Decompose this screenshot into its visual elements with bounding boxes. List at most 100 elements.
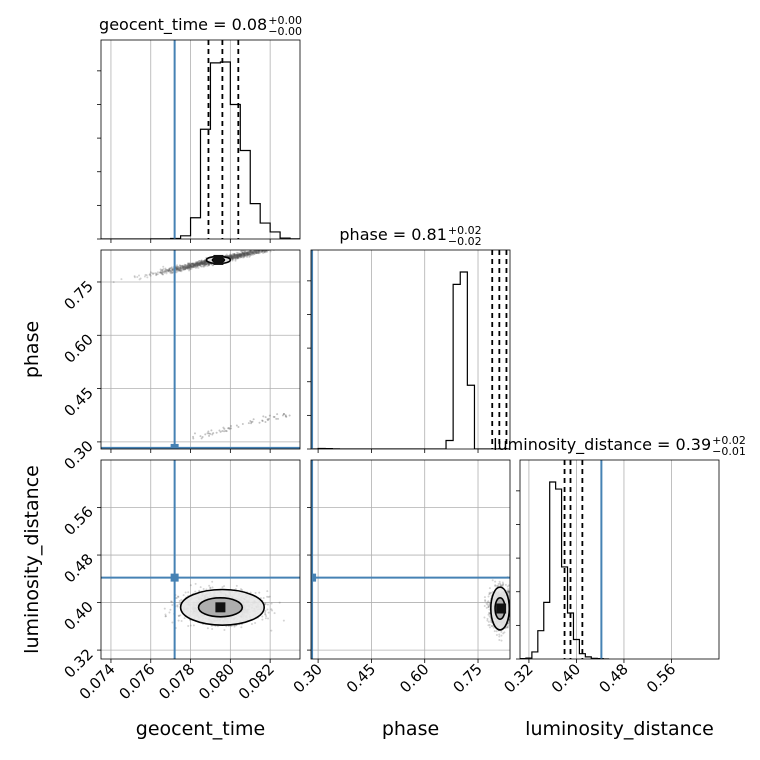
sample-point	[252, 250, 255, 253]
sample-point	[159, 268, 162, 271]
sample-point	[245, 254, 248, 257]
sample-point	[185, 267, 188, 270]
sample-point	[511, 605, 513, 607]
sample-point	[204, 260, 207, 263]
pair-panel-geocent_time-luminosity_distance: 0.0740.0760.0780.0800.0820.320.400.480.5…	[60, 459, 301, 703]
sample-point	[233, 625, 236, 628]
sample-point	[202, 261, 205, 264]
sample-point	[248, 253, 251, 256]
sample-point	[253, 250, 256, 253]
sample-point	[192, 264, 195, 267]
sample-point	[196, 266, 199, 269]
sample-point	[225, 430, 228, 433]
sample-point	[197, 263, 200, 266]
sample-point	[181, 264, 184, 267]
sample-point	[274, 246, 276, 248]
sample-point	[500, 634, 503, 637]
sample-point	[253, 250, 256, 253]
sample-point	[195, 265, 198, 268]
sample-point	[160, 271, 163, 274]
sample-point	[280, 246, 282, 248]
sample-point	[206, 627, 209, 630]
sample-point	[176, 267, 179, 270]
sample-point	[252, 252, 255, 255]
sample-point	[266, 419, 269, 422]
sample-point	[231, 252, 234, 255]
sample-point	[202, 264, 205, 267]
sample-point	[169, 269, 172, 272]
x-axis-label: geocent_time	[136, 718, 265, 740]
sample-point	[192, 624, 195, 627]
sample-point	[502, 583, 505, 586]
sample-point	[189, 263, 192, 266]
sample-point	[261, 419, 264, 422]
sample-point	[233, 254, 236, 257]
sample-point	[235, 256, 238, 259]
sample-point	[230, 256, 233, 259]
sample-point	[156, 273, 159, 276]
sample-point	[161, 273, 164, 276]
sample-point	[232, 255, 235, 258]
sample-point	[203, 260, 206, 263]
sample-point	[252, 251, 255, 254]
sample-point	[189, 264, 192, 267]
sample-point	[278, 247, 280, 249]
sample-point	[170, 267, 173, 270]
sample-point	[229, 254, 232, 257]
sample-point	[223, 427, 226, 430]
sample-point	[206, 432, 209, 435]
x-tick-label: 0.45	[343, 660, 379, 696]
sample-point	[263, 246, 265, 248]
sample-point	[263, 247, 265, 249]
sample-point	[187, 265, 190, 268]
sample-point	[211, 586, 214, 589]
sample-point	[182, 266, 185, 269]
sample-point	[500, 630, 503, 633]
sample-point	[231, 255, 234, 258]
sample-point	[297, 242, 299, 244]
sample-point	[171, 268, 174, 271]
sample-point	[185, 265, 188, 268]
sample-point	[267, 417, 270, 420]
sample-point	[191, 262, 194, 265]
sample-point	[236, 257, 239, 260]
sample-point	[264, 416, 267, 419]
sample-point	[209, 586, 212, 589]
sample-point	[250, 421, 253, 424]
sample-point	[200, 261, 203, 264]
axes-frame	[519, 459, 720, 660]
sample-point	[252, 250, 255, 253]
sample-point	[239, 253, 242, 256]
sample-point	[176, 267, 179, 270]
sample-point	[247, 252, 250, 255]
sample-point	[240, 254, 243, 257]
sample-point	[229, 255, 232, 258]
sample-point	[176, 604, 179, 607]
sample-point	[233, 254, 236, 257]
sample-point	[278, 247, 280, 249]
sample-point	[266, 603, 269, 606]
sample-point	[266, 590, 269, 593]
sample-point	[193, 264, 196, 267]
sample-point	[235, 256, 238, 259]
sample-point	[256, 250, 259, 253]
sample-point	[200, 261, 203, 264]
sample-point	[232, 256, 235, 259]
sample-point	[487, 606, 490, 609]
sample-point	[239, 253, 242, 256]
sample-point	[264, 611, 267, 614]
sample-point	[488, 591, 491, 594]
sample-point	[188, 266, 191, 269]
sample-point	[248, 252, 251, 255]
sample-point	[489, 619, 492, 622]
panel-title: phase = 0.81 +0.02−0.02	[339, 224, 481, 248]
sample-point	[249, 250, 252, 252]
sample-point	[246, 254, 249, 257]
sample-point	[178, 614, 181, 617]
sample-point	[242, 253, 245, 256]
y-tick-label: 0.45	[60, 384, 96, 420]
sample-point	[189, 262, 192, 265]
sample-point	[204, 263, 207, 266]
sample-point	[273, 415, 276, 418]
sample-point	[262, 597, 265, 600]
